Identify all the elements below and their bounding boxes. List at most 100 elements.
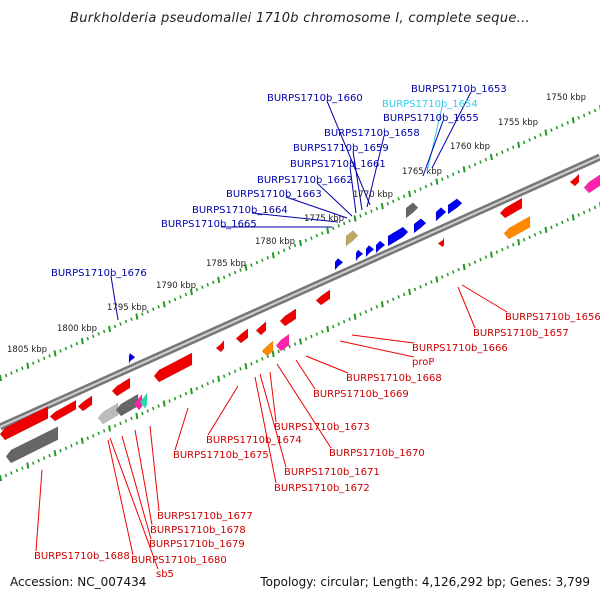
inner-tick: [506, 245, 509, 249]
inner-tick: [64, 446, 68, 450]
gene-label-reverse[interactable]: BURPS1710b_1688: [34, 551, 130, 562]
tick-label: 1805 kbp: [7, 345, 47, 355]
gene-label-reverse[interactable]: sb5: [156, 569, 174, 580]
outer-tick: [162, 301, 166, 308]
outer-tick: [495, 152, 499, 157]
gene-label-reverse[interactable]: BURPS1710b_1657: [473, 328, 569, 339]
gene-label-reverse[interactable]: BURPS1710b_1675: [173, 450, 269, 461]
backbone: [0, 153, 600, 431]
outer-tick: [141, 312, 144, 316]
inner-tick: [293, 342, 297, 346]
outer-tick: [195, 287, 199, 292]
gene-label-reverse[interactable]: BURPS1710b_1656: [505, 312, 600, 323]
reverse-gene: [255, 320, 267, 336]
gene-label-reverse[interactable]: BURPS1710b_1677: [157, 511, 253, 522]
outer-tick: [364, 211, 368, 216]
gene-label-reverse[interactable]: proP: [412, 357, 434, 368]
gene-label-reverse[interactable]: BURPS1710b_1666: [412, 343, 508, 354]
inner-tick: [108, 425, 112, 432]
gene-label-forward[interactable]: BURPS1710b_1659: [293, 143, 389, 154]
inner-tick: [386, 300, 389, 304]
gene-label-reverse[interactable]: BURPS1710b_1669: [313, 389, 409, 400]
gene-label-forward[interactable]: BURPS1710b_1664: [192, 205, 288, 216]
outer-tick: [571, 117, 575, 124]
inner-tick: [359, 312, 362, 316]
inner-tick: [321, 329, 324, 334]
tick-label: 1790 kbp: [156, 281, 196, 291]
inner-tick: [479, 257, 482, 262]
reverse-gene: [215, 339, 225, 353]
outer-tick: [119, 322, 122, 326]
gene-label-forward[interactable]: BURPS1710b_1663: [226, 189, 322, 200]
inner-tick: [10, 471, 13, 475]
inner-tick: [59, 448, 62, 453]
inner-tick: [75, 441, 79, 445]
gene-label-reverse[interactable]: BURPS1710b_1679: [149, 539, 245, 550]
outer-tick: [561, 123, 564, 127]
gene-label-forward[interactable]: BURPS1710b_1655: [383, 113, 479, 124]
gene-labels[interactable]: BURPS1710b_1653 BURPS1710b_1654 BURPS1710b…: [34, 84, 600, 580]
inner-tick: [228, 372, 231, 376]
leader-line: [259, 373, 287, 468]
gene-label-reverse[interactable]: BURPS1710b_1670: [329, 448, 425, 459]
gene-label-forward[interactable]: BURPS1710b_1658: [324, 128, 420, 139]
tick-label: 1800 kbp: [57, 324, 97, 334]
tick-labels: 1750 kbp 1755 kbp 1760 kbp 1765 kbp 1770 kbp…: [7, 93, 586, 355]
inner-tick: [452, 270, 455, 274]
tick-marks: [0, 105, 600, 482]
outer-tick: [124, 319, 128, 324]
gene-label-reverse[interactable]: BURPS1710b_1674: [206, 435, 302, 446]
gene-label-reverse[interactable]: BURPS1710b_1680: [131, 555, 227, 566]
gene-label-forward[interactable]: BURPS1710b_1661: [290, 159, 386, 170]
outer-tick: [582, 113, 586, 118]
outer-tick: [37, 359, 40, 363]
gene-features[interactable]: [0, 173, 600, 464]
inner-tick: [244, 363, 248, 370]
outer-tick: [59, 349, 62, 353]
inner-tick: [468, 262, 471, 267]
gene-label-reverse[interactable]: BURPS1710b_1668: [346, 373, 442, 384]
gene-label-reverse[interactable]: BURPS1710b_1678: [150, 525, 246, 536]
inner-tick: [250, 362, 253, 366]
outer-tick: [359, 214, 362, 218]
outer-tick: [239, 268, 242, 272]
gene-label-forward[interactable]: BURPS1710b_1653: [411, 84, 507, 95]
gene-label-forward[interactable]: BURPS1710b_1662: [257, 175, 353, 186]
outer-tick: [321, 231, 324, 235]
outer-tick: [544, 129, 548, 136]
gene-label-reverse[interactable]: BURPS1710b_1672: [274, 483, 370, 494]
reverse-gene: [583, 174, 600, 194]
inner-tick: [113, 424, 117, 428]
outer-tick: [473, 162, 477, 167]
gene-label-reverse[interactable]: BURPS1710b_1673: [274, 422, 370, 433]
outer-tick: [506, 147, 509, 152]
inner-tick: [517, 239, 521, 246]
gene-label-forward[interactable]: BURPS1710b_1676: [51, 268, 147, 279]
gene-label-forward[interactable]: BURPS1710b_1654: [382, 99, 478, 110]
outer-tick: [446, 174, 449, 179]
inner-tick: [577, 213, 580, 217]
inner-tick: [566, 218, 569, 222]
outer-tick: [392, 199, 395, 204]
inner-tick: [495, 250, 499, 254]
reverse-gene: [49, 399, 77, 422]
inner-tick: [375, 305, 379, 309]
gene-label-reverse[interactable]: BURPS1710b_1671: [284, 467, 380, 478]
gene-label-forward[interactable]: BURPS1710b_1660: [267, 93, 363, 104]
outer-tick: [408, 190, 412, 198]
inner-tick: [332, 324, 335, 329]
inner-tick: [392, 297, 395, 302]
inner-tick: [261, 357, 264, 361]
outer-tick: [261, 258, 264, 262]
inner-tick: [402, 292, 406, 297]
inner-tick: [430, 280, 433, 284]
inner-tick: [288, 344, 291, 349]
outer-tick: [217, 276, 221, 283]
leader-line: [174, 407, 189, 451]
gene-label-forward[interactable]: BURPS1710b_1665: [161, 219, 257, 230]
inner-tick: [97, 431, 100, 436]
outer-tick: [479, 160, 482, 164]
inner-tick: [364, 309, 368, 314]
reverse-gene: [115, 393, 139, 417]
